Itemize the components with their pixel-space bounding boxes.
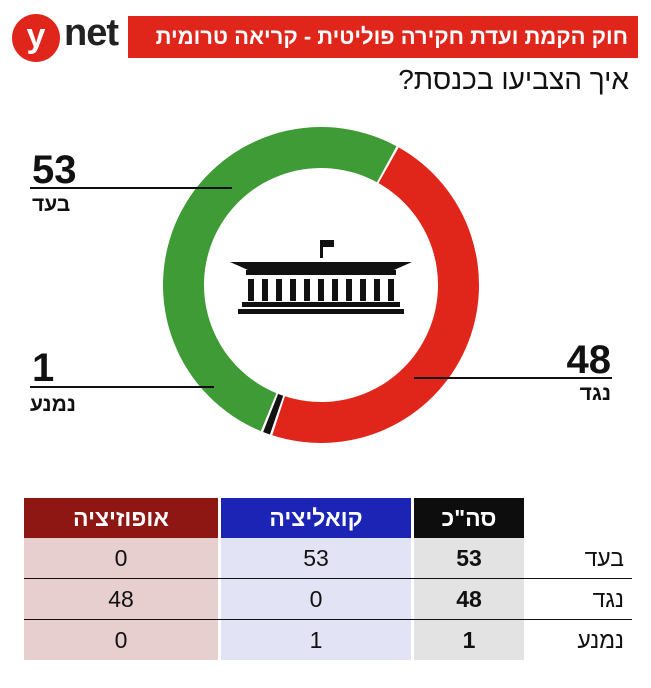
cell-coalition: 1 [221,619,411,660]
knesset-building-icon [230,240,412,314]
row-label: בעד [524,538,632,579]
table-header-row: אופוזיציה קואליציה סה"כ [24,498,632,538]
votes-table: אופוזיציה קואליציה סה"כ 0 53 53 בעד 48 0… [24,498,632,660]
donut-slices [163,127,479,443]
header-opposition: אופוזיציה [24,498,218,538]
cell-total: 53 [414,538,524,579]
abstain-label: נמנע [30,393,76,416]
cell-coalition: 53 [221,538,411,579]
ynet-logo: y net [12,12,120,62]
abstain-value: 1 [32,346,55,390]
title-banner: חוק הקמת ועדת חקירה פוליטית - קריאה טרומ… [128,16,638,58]
against-value: 48 [566,338,612,382]
row-label: נגד [524,578,632,620]
for-value: 53 [32,148,77,192]
header-total: סה"כ [414,498,524,538]
donut-chart [30,127,612,443]
cell-opposition: 48 [24,578,218,620]
cell-opposition: 0 [24,538,218,579]
logo-y-circle: y [12,14,60,62]
table-row: 0 53 53 בעד [24,538,632,579]
donut-slice-against [272,147,479,443]
cell-total: 1 [414,619,524,660]
donut-slice-for [163,127,397,432]
header-coalition: קואליציה [221,498,411,538]
table-row: 48 0 48 נגד [24,578,632,620]
chart-subtitle: איך הצביעו בכנסת? [398,64,629,95]
logo-net-text: net [64,12,119,54]
cell-total: 48 [414,578,524,620]
row-label: נמנע [524,619,632,660]
against-label: נגד [579,382,611,405]
for-label: בעד [32,193,71,216]
table-row: 0 1 1 נמנע [24,619,632,660]
donut-slice-abstain [263,393,284,435]
cell-coalition: 0 [221,578,411,620]
cell-opposition: 0 [24,619,218,660]
